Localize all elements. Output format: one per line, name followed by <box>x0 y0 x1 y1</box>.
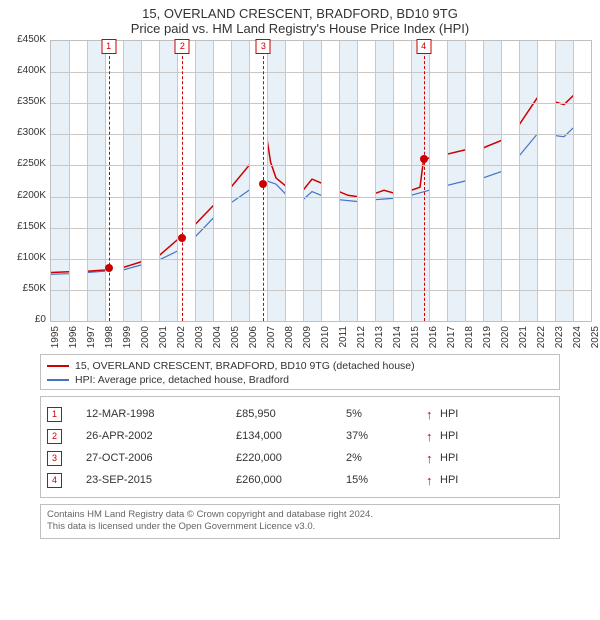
arrow-up-icon: ↑ <box>426 451 440 466</box>
x-tick-label: 1995 <box>50 326 61 354</box>
y-tick-label: £150K <box>0 221 46 232</box>
event-date: 26-APR-2002 <box>86 430 236 442</box>
x-tick-label: 2010 <box>320 326 331 354</box>
x-tick-label: 2003 <box>194 326 205 354</box>
chart-area: £0£50K£100K£150K£200K£250K£300K£350K£400… <box>36 40 596 350</box>
event-marker-box: 3 <box>256 39 271 54</box>
footnote-line2: This data is licensed under the Open Gov… <box>47 521 553 533</box>
y-tick-label: £300K <box>0 127 46 138</box>
chart-title-line2: Price paid vs. HM Land Registry's House … <box>0 21 600 40</box>
legend-swatch-1 <box>47 365 69 367</box>
x-tick-label: 2017 <box>446 326 457 354</box>
y-tick-label: £400K <box>0 65 46 76</box>
y-tick-label: £450K <box>0 34 46 45</box>
y-tick-label: £200K <box>0 190 46 201</box>
event-pct: 37% <box>346 430 426 442</box>
event-date: 27-OCT-2006 <box>86 452 236 464</box>
x-tick-label: 2006 <box>248 326 259 354</box>
event-number: 2 <box>47 429 62 444</box>
x-tick-label: 2019 <box>482 326 493 354</box>
x-tick-label: 2015 <box>410 326 421 354</box>
x-tick-label: 1999 <box>122 326 133 354</box>
event-date: 23-SEP-2015 <box>86 474 236 486</box>
event-dot <box>105 264 113 272</box>
event-dot <box>420 155 428 163</box>
x-tick-label: 2024 <box>572 326 583 354</box>
footnote-line1: Contains HM Land Registry data © Crown c… <box>47 509 553 521</box>
x-tick-label: 2000 <box>140 326 151 354</box>
event-marker-box: 4 <box>416 39 431 54</box>
x-tick-label: 1996 <box>68 326 79 354</box>
legend: 15, OVERLAND CRESCENT, BRADFORD, BD10 9T… <box>40 354 560 390</box>
x-tick-label: 2009 <box>302 326 313 354</box>
event-suffix: HPI <box>440 408 458 420</box>
x-tick-label: 2004 <box>212 326 223 354</box>
event-number: 4 <box>47 473 62 488</box>
legend-label-1: 15, OVERLAND CRESCENT, BRADFORD, BD10 9T… <box>75 360 415 372</box>
legend-swatch-2 <box>47 379 69 381</box>
y-tick-label: £0 <box>0 314 46 325</box>
footnote: Contains HM Land Registry data © Crown c… <box>40 504 560 539</box>
x-axis-labels: 1995199619971998199920002001200220032004… <box>50 322 590 350</box>
event-row: 2 26-APR-2002£134,00037%↑HPI <box>47 425 553 447</box>
y-tick-label: £100K <box>0 252 46 263</box>
event-dot <box>178 234 186 242</box>
event-suffix: HPI <box>440 474 458 486</box>
event-price: £85,950 <box>236 408 346 420</box>
event-price: £220,000 <box>236 452 346 464</box>
x-tick-label: 2020 <box>500 326 511 354</box>
x-tick-label: 2011 <box>338 326 349 354</box>
page-root: 15, OVERLAND CRESCENT, BRADFORD, BD10 9T… <box>0 0 600 620</box>
event-suffix: HPI <box>440 430 458 442</box>
x-tick-label: 2005 <box>230 326 241 354</box>
event-price: £260,000 <box>236 474 346 486</box>
event-date: 12-MAR-1998 <box>86 408 236 420</box>
y-tick-label: £50K <box>0 283 46 294</box>
chart-title-line1: 15, OVERLAND CRESCENT, BRADFORD, BD10 9T… <box>0 0 600 21</box>
arrow-up-icon: ↑ <box>426 473 440 488</box>
legend-row: 15, OVERLAND CRESCENT, BRADFORD, BD10 9T… <box>47 359 553 373</box>
plot-region: 1 2 3 4 <box>50 40 592 322</box>
event-pct: 15% <box>346 474 426 486</box>
x-tick-label: 2008 <box>284 326 295 354</box>
y-axis-labels: £0 £50K £100K £150K £200K £250K £300K £350K £400… <box>0 34 46 324</box>
x-tick-label: 2023 <box>554 326 565 354</box>
x-tick-label: 2021 <box>518 326 529 354</box>
x-tick-label: 2018 <box>464 326 475 354</box>
event-pct: 2% <box>346 452 426 464</box>
x-tick-label: 2016 <box>428 326 439 354</box>
x-tick-label: 2012 <box>356 326 367 354</box>
x-tick-label: 2007 <box>266 326 277 354</box>
event-suffix: HPI <box>440 452 458 464</box>
event-marker-box: 1 <box>101 39 116 54</box>
event-number: 3 <box>47 451 62 466</box>
event-number: 1 <box>47 407 62 422</box>
event-marker-box: 2 <box>175 39 190 54</box>
x-tick-label: 2022 <box>536 326 547 354</box>
x-tick-label: 2014 <box>392 326 403 354</box>
y-tick-label: £250K <box>0 158 46 169</box>
x-tick-label: 2013 <box>374 326 385 354</box>
legend-row: HPI: Average price, detached house, Brad… <box>47 373 553 387</box>
x-tick-label: 2002 <box>176 326 187 354</box>
event-price: £134,000 <box>236 430 346 442</box>
events-table: 112-MAR-1998£85,9505%↑HPI226-APR-2002£13… <box>40 396 560 498</box>
x-tick-label: 1997 <box>86 326 97 354</box>
arrow-up-icon: ↑ <box>426 407 440 422</box>
event-dot <box>259 180 267 188</box>
x-tick-label: 2001 <box>158 326 169 354</box>
legend-label-2: HPI: Average price, detached house, Brad… <box>75 374 289 386</box>
x-tick-label: 2025 <box>590 326 600 354</box>
event-row: 4 23-SEP-2015£260,00015%↑HPI <box>47 469 553 491</box>
arrow-up-icon: ↑ <box>426 429 440 444</box>
x-tick-label: 1998 <box>104 326 115 354</box>
y-tick-label: £350K <box>0 96 46 107</box>
event-row: 1 12-MAR-1998£85,9505%↑HPI <box>47 403 553 425</box>
event-row: 3 27-OCT-2006£220,0002%↑HPI <box>47 447 553 469</box>
event-pct: 5% <box>346 408 426 420</box>
